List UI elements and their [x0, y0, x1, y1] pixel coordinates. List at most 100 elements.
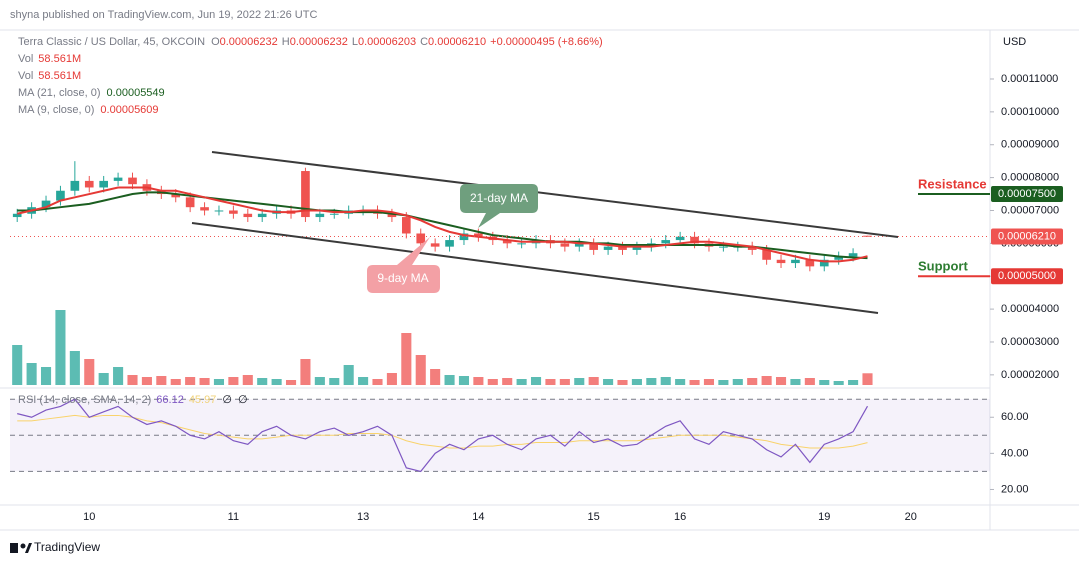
- volume-bar: [98, 373, 109, 385]
- callout-9: 9-day MA: [367, 237, 440, 293]
- candle-body: [747, 246, 757, 250]
- candle-body: [301, 171, 310, 218]
- x-tick-label: 19: [818, 511, 830, 523]
- legend-extra: ∅: [238, 394, 248, 406]
- volume-bar: [141, 377, 152, 385]
- legend-ma: MA (9, close, 0) 0.00005609: [18, 104, 159, 116]
- volume-bar: [487, 379, 498, 385]
- volume-bar: [213, 379, 225, 385]
- volume-bar: [502, 378, 513, 385]
- candle-body: [690, 236, 699, 244]
- volume-bar: [257, 378, 268, 385]
- volume-bar: [732, 379, 743, 385]
- candle-body: [719, 246, 728, 248]
- volume-bar: [574, 378, 585, 385]
- candle-body: [618, 246, 627, 250]
- candle-body: [200, 207, 209, 211]
- candle-body: [459, 233, 469, 241]
- y-tick-label: 0.00003000: [1001, 336, 1059, 348]
- legend-vol: Vol 58.561M: [18, 70, 81, 82]
- publisher: shyna published on TradingView.com, Jun …: [10, 9, 317, 21]
- volume-bar: [185, 377, 196, 385]
- candle-body: [762, 249, 771, 260]
- symbol: Terra Classic / US Dollar, 45, OKCOIN: [18, 36, 205, 48]
- legend-name: RSI (14, close, SMA, 14, 2): [18, 394, 151, 406]
- candle-body: [863, 235, 872, 237]
- volume-bar: [199, 378, 210, 385]
- volume-bar: [372, 379, 383, 385]
- callout-21: 21-day MA: [460, 184, 538, 228]
- candle-body: [589, 243, 598, 250]
- volume-bar: [631, 379, 642, 385]
- candle-body: [474, 233, 483, 237]
- volume-bar: [343, 365, 354, 385]
- y-tick-label: 0.00010000: [1001, 106, 1059, 118]
- callout-text: 21-day MA: [470, 191, 528, 205]
- volume-bar: [271, 379, 282, 385]
- candle-body: [661, 240, 671, 244]
- candle-body: [56, 190, 65, 201]
- x-tick-label: 15: [588, 511, 600, 523]
- channel-lower: [191, 222, 879, 314]
- candle-body: [603, 246, 613, 250]
- volume-bar: [545, 379, 556, 385]
- x-tick-label: 10: [83, 511, 95, 523]
- volume-bar: [775, 377, 787, 385]
- volume-bar: [300, 359, 311, 385]
- volume-bar: [819, 380, 830, 385]
- volume-bar: [473, 377, 484, 385]
- candle-body: [402, 217, 411, 234]
- legend-value: 66.12: [156, 394, 184, 406]
- volume-bar: [285, 380, 297, 385]
- candle-body: [632, 246, 642, 250]
- volume-bar: [156, 376, 167, 385]
- candle-body: [315, 213, 325, 218]
- candle-body: [445, 240, 454, 247]
- volume-bar: [386, 373, 397, 385]
- volume-bar: [430, 369, 441, 385]
- ohlc-key: O: [211, 36, 220, 48]
- ohlc-value: 0.00006210: [428, 36, 486, 48]
- y-tick-label: 40.00: [1001, 447, 1029, 459]
- volume-bar: [862, 373, 873, 385]
- level-box: [991, 268, 1063, 285]
- ma-line: [16, 186, 868, 263]
- candle-body: [214, 210, 224, 212]
- candle-body: [834, 256, 843, 260]
- volume-bar: [69, 351, 80, 385]
- volume-bar: [833, 381, 844, 385]
- brand-text: TradingView: [34, 540, 100, 554]
- level-label: 0.00007500: [998, 188, 1056, 200]
- candle-body: [70, 180, 80, 191]
- legend-ma: MA (21, close, 0) 0.00005549: [18, 87, 165, 99]
- candle-body: [99, 180, 108, 188]
- candle-body: [229, 210, 238, 214]
- legend-value: 0.00005609: [100, 104, 158, 116]
- candle-body: [257, 213, 267, 218]
- x-tick-label: 11: [228, 511, 239, 523]
- volume-bar: [358, 377, 369, 385]
- candle-body: [12, 213, 22, 218]
- volume-bar: [790, 379, 801, 385]
- volume-bar: [170, 379, 181, 385]
- volume-bar: [458, 376, 470, 385]
- last-price-label: 0.00006210: [998, 230, 1056, 242]
- volume-bar: [804, 378, 815, 385]
- y-tick-label: 0.00008000: [1001, 172, 1059, 184]
- volume-bar: [718, 380, 729, 385]
- rsi-sma-line: [17, 414, 868, 449]
- ohlc-key: H: [282, 36, 290, 48]
- candle-body: [791, 259, 800, 264]
- volume-bar: [761, 376, 772, 385]
- ma-line: [17, 191, 868, 260]
- ohlc-key: C: [420, 36, 428, 48]
- level-box: [991, 186, 1063, 203]
- legend-value: 45.97: [189, 394, 217, 406]
- ohlc-value: 0.00006203: [358, 36, 416, 48]
- x-tick-label: 13: [357, 511, 369, 523]
- candle-body: [387, 213, 397, 218]
- candle-body: [574, 243, 584, 247]
- y-tick-label: 60.00: [1001, 411, 1029, 423]
